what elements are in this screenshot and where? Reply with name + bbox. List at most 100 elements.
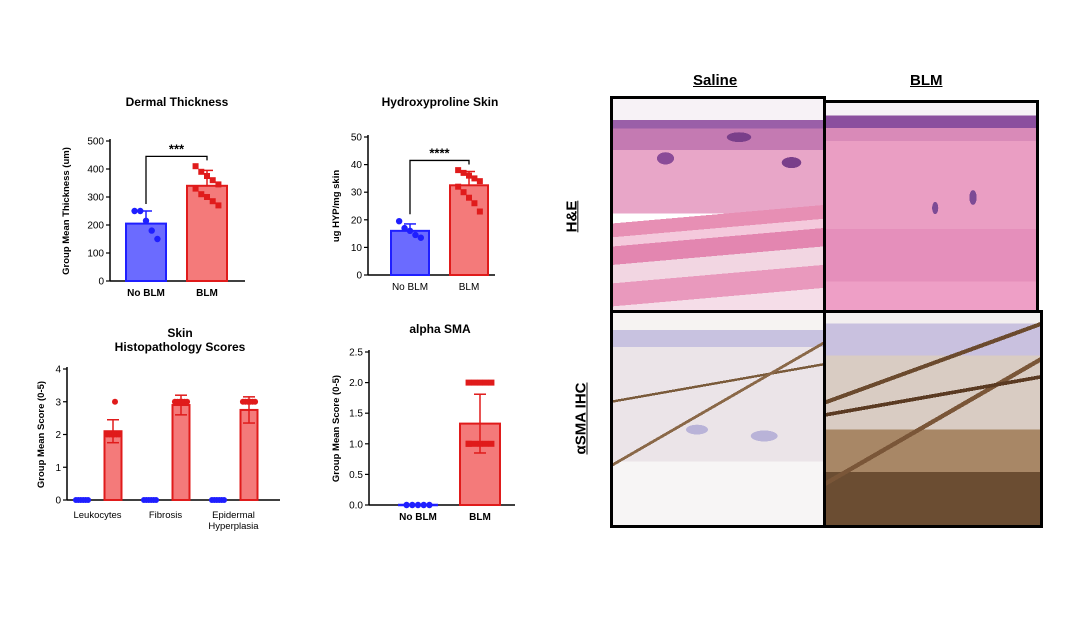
y-tick-label: 4 (55, 365, 61, 376)
data-point (403, 501, 410, 509)
data-point (112, 398, 118, 405)
data-point (465, 440, 472, 447)
data-point (466, 194, 472, 201)
y-tick-label: 40 (351, 160, 363, 171)
y-tick-label: 30 (351, 188, 363, 199)
x-tick-label: BLM (459, 282, 480, 293)
data-point (466, 172, 472, 179)
data-point (215, 202, 222, 209)
data-point (401, 224, 408, 232)
y-tick-label: 10 (351, 243, 363, 254)
data-point (209, 177, 216, 184)
significance-label: **** (429, 145, 450, 160)
y-tick-label: 2.5 (349, 348, 363, 359)
y-tick-label: 3 (55, 397, 61, 408)
data-point (460, 169, 467, 176)
data-point (192, 163, 199, 170)
data-point (476, 208, 483, 215)
data-point (471, 379, 478, 386)
y-tick-label: 500 (87, 137, 104, 148)
data-point (137, 207, 144, 215)
y-tick-label: 0 (55, 496, 61, 507)
data-point (131, 207, 138, 215)
data-point (420, 501, 427, 509)
data-point (154, 235, 161, 243)
data-point (482, 440, 489, 447)
bar (171, 404, 191, 501)
y-tick-label: 200 (87, 221, 104, 232)
chart-dermal-thickness: Dermal Thickness Group Mean Thickness (um… (61, 95, 245, 299)
data-point (471, 440, 478, 447)
y-tick-label: 50 (351, 133, 363, 144)
x-tick-label: Epidermal (212, 510, 255, 521)
data-point (204, 173, 210, 179)
data-point (460, 189, 467, 196)
data-point (412, 231, 419, 239)
bar (125, 222, 167, 283)
data-point (488, 379, 495, 386)
row-label-he: H&E (563, 200, 581, 233)
data-point (192, 185, 199, 192)
data-point (476, 178, 483, 185)
x-tick-label: No BLM (127, 288, 165, 299)
significance-bracket (145, 155, 208, 204)
x-tick-label: No BLM (392, 282, 428, 293)
data-point (198, 191, 205, 198)
x-tick-label: Hyperplasia (208, 521, 259, 532)
significance-bracket (409, 159, 470, 215)
significance-label: *** (169, 141, 185, 156)
data-point (184, 398, 191, 405)
x-tick-label: BLM (196, 288, 218, 299)
y-tick-label: 300 (87, 193, 104, 204)
y-tick-label: 100 (87, 249, 104, 260)
x-tick-label: Leukocytes (73, 510, 121, 521)
chart-title: Hydroxyproline Skin (382, 95, 499, 109)
micrograph-he-saline (610, 96, 826, 314)
data-point (482, 379, 489, 386)
y-tick-label: 0.0 (349, 501, 363, 512)
data-point (471, 175, 478, 182)
row-label-sma-ihc: αSMA IHC (572, 382, 590, 455)
x-tick-label: BLM (469, 512, 491, 523)
y-tick-label: 2 (55, 430, 61, 441)
micrograph-he-blm (823, 100, 1039, 316)
chart-alpha-sma: alpha SMA Group Mean Score (0-5) 0.0 0.5 1.0… (331, 322, 515, 523)
chart-title: alpha SMA (409, 322, 471, 336)
data-point (198, 168, 205, 175)
y-tick-label: 0 (98, 277, 104, 288)
data-point (471, 200, 478, 207)
y-tick-label: 400 (87, 165, 104, 176)
data-point (426, 501, 433, 509)
y-axis-label: Group Mean Thickness (um) (61, 147, 72, 275)
x-tick-label: No BLM (399, 512, 437, 523)
data-point (116, 431, 123, 438)
chart-title: Skin (167, 326, 192, 340)
data-point (252, 398, 259, 405)
data-point (455, 167, 462, 174)
micrograph-sma-blm (823, 310, 1043, 528)
y-axis-label: Group Mean Score (0-5) (36, 381, 47, 488)
data-point (204, 194, 210, 200)
data-point (465, 379, 472, 386)
data-point (395, 217, 403, 225)
data-point (215, 181, 222, 188)
chart-title: Histopathology Scores (115, 340, 246, 354)
data-point (209, 198, 216, 205)
data-point (477, 379, 483, 386)
data-point (455, 183, 462, 190)
micrograph-sma-saline (610, 310, 826, 528)
x-tick-label: Fibrosis (149, 510, 183, 521)
data-point (488, 440, 495, 447)
data-point (477, 440, 483, 447)
y-tick-label: 1 (55, 463, 61, 474)
chart-hydroxyproline: Hydroxyproline Skin ug HYP/mg skin 0 10 20 30… (331, 95, 499, 293)
y-tick-label: 20 (351, 215, 363, 226)
column-label-saline: Saline (693, 72, 738, 89)
y-tick-label: 1.0 (349, 439, 363, 450)
chart-title: Dermal Thickness (126, 95, 229, 109)
data-point (414, 501, 422, 509)
data-point (142, 217, 150, 224)
y-tick-label: 0.5 (349, 470, 363, 481)
data-point (406, 227, 414, 235)
